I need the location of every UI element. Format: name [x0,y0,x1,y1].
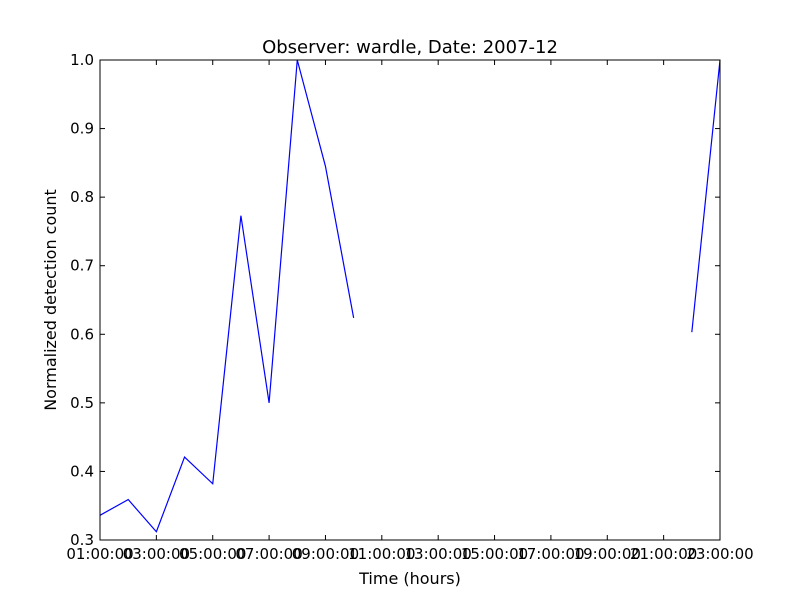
x-tick-label: 13:00:00 [404,545,471,563]
y-tick-label: 0.7 [70,257,94,275]
series-line-segment-1 [99,59,355,533]
y-tick-label: 0.3 [70,531,94,549]
plot-frame [99,59,721,541]
series-line-segment-2 [691,59,721,333]
x-tick-label: 15:00:00 [461,545,528,563]
x-tick-label: 17:00:00 [517,545,584,563]
y-tick-label: 0.8 [70,188,94,206]
series-layer [99,59,721,533]
x-tick-label: 09:00:00 [292,545,359,563]
x-tick-label: 11:00:00 [348,545,415,563]
y-axis-label: Normalized detection count [41,189,60,411]
x-tick-labels: 01:00:0003:00:0005:00:0007:00:0009:00:00… [66,545,753,563]
x-tick-label: 19:00:00 [574,545,641,563]
y-tick-label: 1.0 [70,51,94,69]
x-axis-label: Time (hours) [358,569,461,588]
plot-area [100,60,720,540]
x-tick-label: 03:00:00 [123,545,190,563]
y-tick-label: 0.6 [70,325,94,343]
x-tick-label: 21:00:00 [630,545,697,563]
x-tick-label: 05:00:00 [179,545,246,563]
chart-title: Observer: wardle, Date: 2007-12 [262,37,558,58]
x-tick-label: 01:00:00 [66,545,133,563]
y-tick-label: 0.5 [70,394,94,412]
x-tick-label: 07:00:00 [235,545,302,563]
y-tick-label: 0.4 [70,462,94,480]
y-tick-labels: 0.3 0.4 0.5 0.6 0.7 0.8 0.9 1.0 [70,51,94,549]
x-tick-label: 23:00:00 [686,545,753,563]
y-tick-label: 0.9 [70,120,94,138]
